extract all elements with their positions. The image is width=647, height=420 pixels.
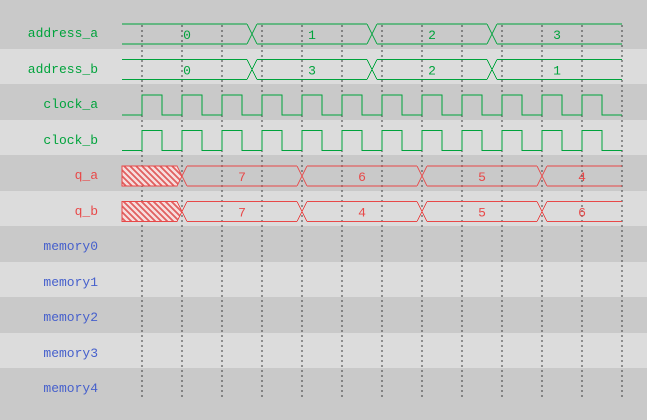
bus-value: 2: [428, 28, 436, 43]
signal-label-q_b[interactable]: q_b: [74, 203, 98, 219]
row-highlight-address_b: [0, 48, 647, 84]
bus-value: 4: [358, 206, 366, 221]
clock-wave: [122, 94, 622, 116]
signal-label-memory0[interactable]: memory0: [43, 239, 98, 254]
bus-value: 3: [553, 28, 561, 43]
signal-label-memory4[interactable]: memory4: [43, 381, 98, 396]
signal-label-address_b[interactable]: address_b: [27, 61, 98, 77]
bus-value: 5: [478, 206, 486, 221]
bus-value: 0: [183, 64, 191, 79]
bus-transition: [416, 165, 428, 187]
wave-address_a: 0 1 2 3: [122, 23, 622, 45]
signal-label-memory2[interactable]: memory2: [43, 310, 98, 325]
signal-label-address_a[interactable]: address_a: [27, 26, 98, 41]
bus-value: 4: [578, 170, 586, 185]
row-highlight-memory3: [0, 332, 647, 368]
bus-value: 1: [553, 64, 561, 79]
bus-transition: [296, 201, 308, 222]
bus-transition: [416, 201, 428, 222]
bus-value: 0: [183, 28, 191, 43]
wave-q_b: 7 4 5 6: [121, 201, 622, 222]
wave-q_a: 7 6 5 4: [121, 165, 622, 187]
wave-address_b: 0 3 2 1: [122, 59, 622, 80]
bus-value: 6: [358, 170, 366, 185]
bus-transition: [366, 23, 378, 45]
bus-transition: [536, 201, 548, 222]
bus-transition: [176, 165, 188, 187]
bus-value: 7: [238, 206, 246, 221]
unknown-value-region: [121, 201, 183, 222]
row-highlight-clock_b: [0, 119, 647, 155]
bus-value: 7: [238, 170, 246, 185]
row-highlight-q_b: [0, 190, 647, 226]
bus-transition: [536, 165, 548, 187]
bus-transition: [176, 201, 188, 222]
bus-value: 1: [308, 28, 316, 43]
signal-label-memory3[interactable]: memory3: [43, 345, 98, 361]
signal-label-clock_b[interactable]: clock_b: [43, 132, 98, 148]
signal-label-clock_a[interactable]: clock_a: [43, 97, 98, 112]
wave-clock_a: [122, 94, 622, 116]
unknown-value-region: [121, 165, 183, 187]
signal-label-memory1[interactable]: memory1: [43, 274, 98, 290]
signal-label-q_a[interactable]: q_a: [74, 168, 98, 183]
bus-value: 2: [428, 64, 436, 79]
bus-value: 5: [478, 170, 486, 185]
bus-transition: [246, 23, 258, 45]
bus-value: 6: [578, 206, 586, 221]
clock-wave: [122, 130, 622, 151]
bus-value: 3: [308, 64, 316, 79]
bus-transition: [486, 23, 498, 45]
bus-transition: [366, 59, 378, 80]
bus-transition: [486, 59, 498, 80]
row-highlight-memory1: [0, 261, 647, 297]
wave-clock_b: [122, 130, 622, 151]
time-gridlines: [141, 25, 623, 397]
bus-transition: [296, 165, 308, 187]
bus-transition: [246, 59, 258, 80]
